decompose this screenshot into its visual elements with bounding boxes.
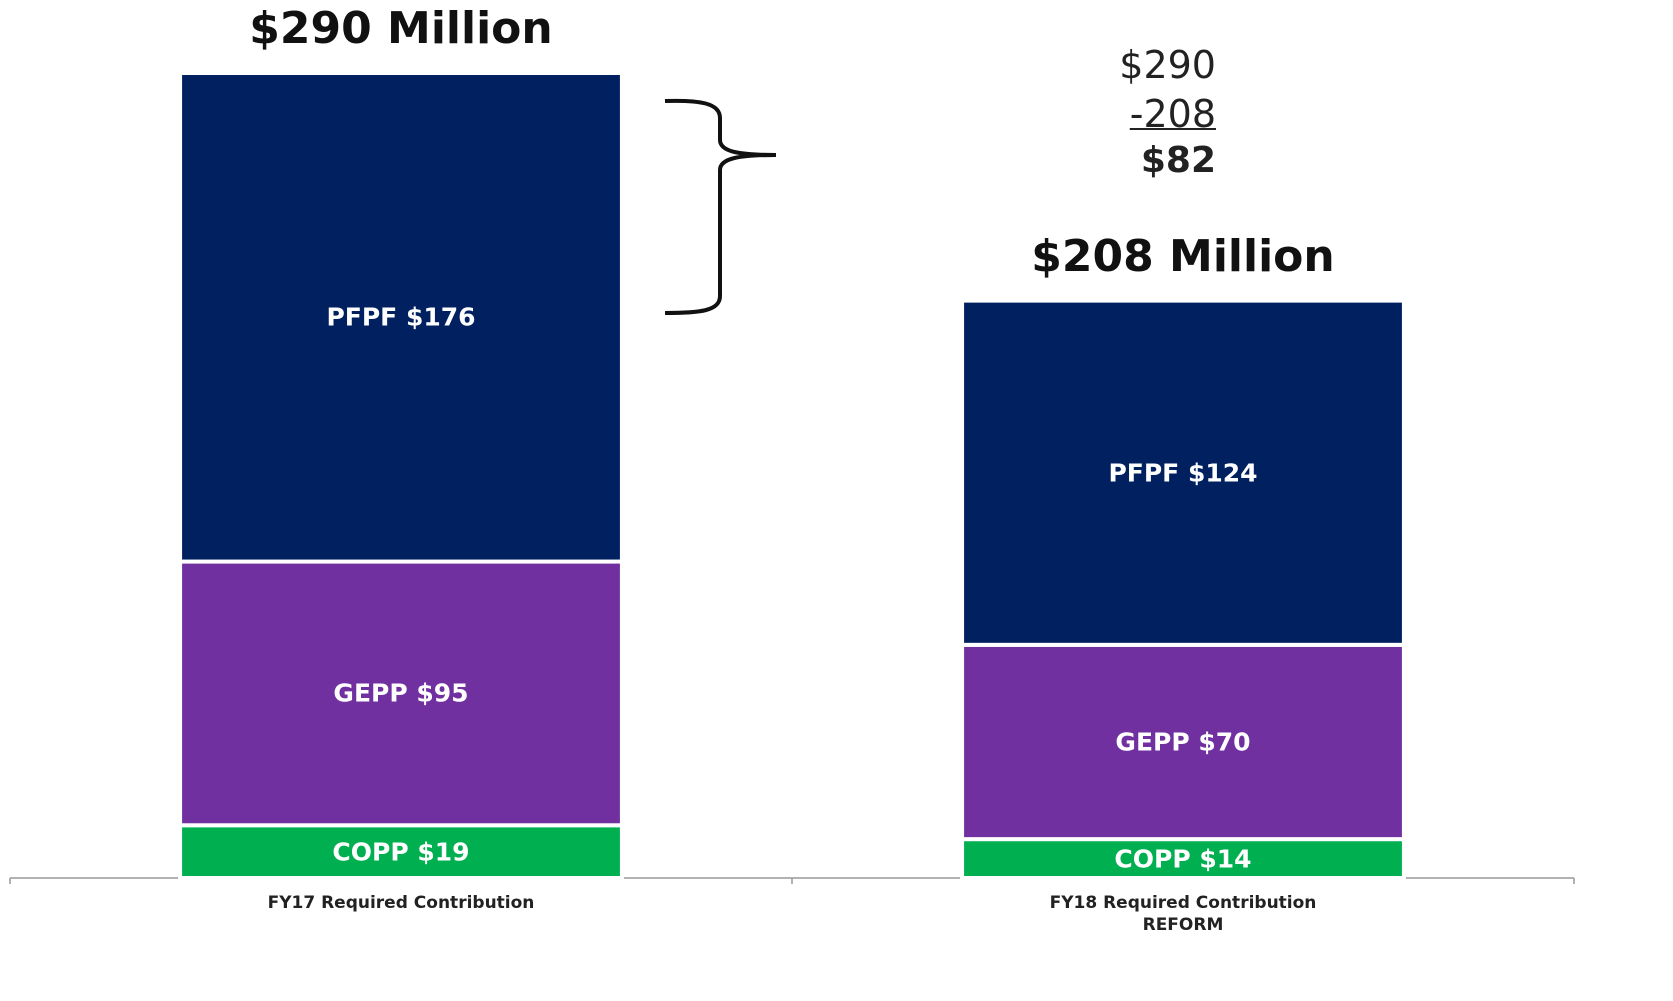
annotation-line: -208 — [1129, 92, 1216, 136]
segment-label: GEPP $70 — [1115, 727, 1251, 757]
bar-segment — [960, 837, 1406, 881]
bar-segment — [178, 559, 624, 828]
bar-segment — [960, 642, 1406, 842]
annotation-line: $290 — [1119, 43, 1216, 87]
total-label: $290 Million — [249, 3, 553, 54]
bar-segment — [178, 71, 624, 564]
segment-label: PFPF $176 — [326, 302, 476, 332]
segment-label: GEPP $95 — [333, 678, 469, 708]
bar-segment — [960, 298, 1406, 647]
segment-label: PFPF $124 — [1108, 458, 1258, 488]
x-tick-label: FY18 Required Contribution REFORM — [1049, 893, 1317, 935]
annotation-line: $82 — [1140, 140, 1216, 181]
total-label: $208 Million — [1031, 230, 1335, 282]
segment-label: COPP $19 — [332, 837, 470, 867]
bar-segment — [178, 823, 624, 880]
x-tick-label: FY17 Required Contribution — [267, 893, 535, 913]
segment-label: COPP $14 — [1114, 844, 1252, 874]
bracket — [664, 98, 777, 315]
